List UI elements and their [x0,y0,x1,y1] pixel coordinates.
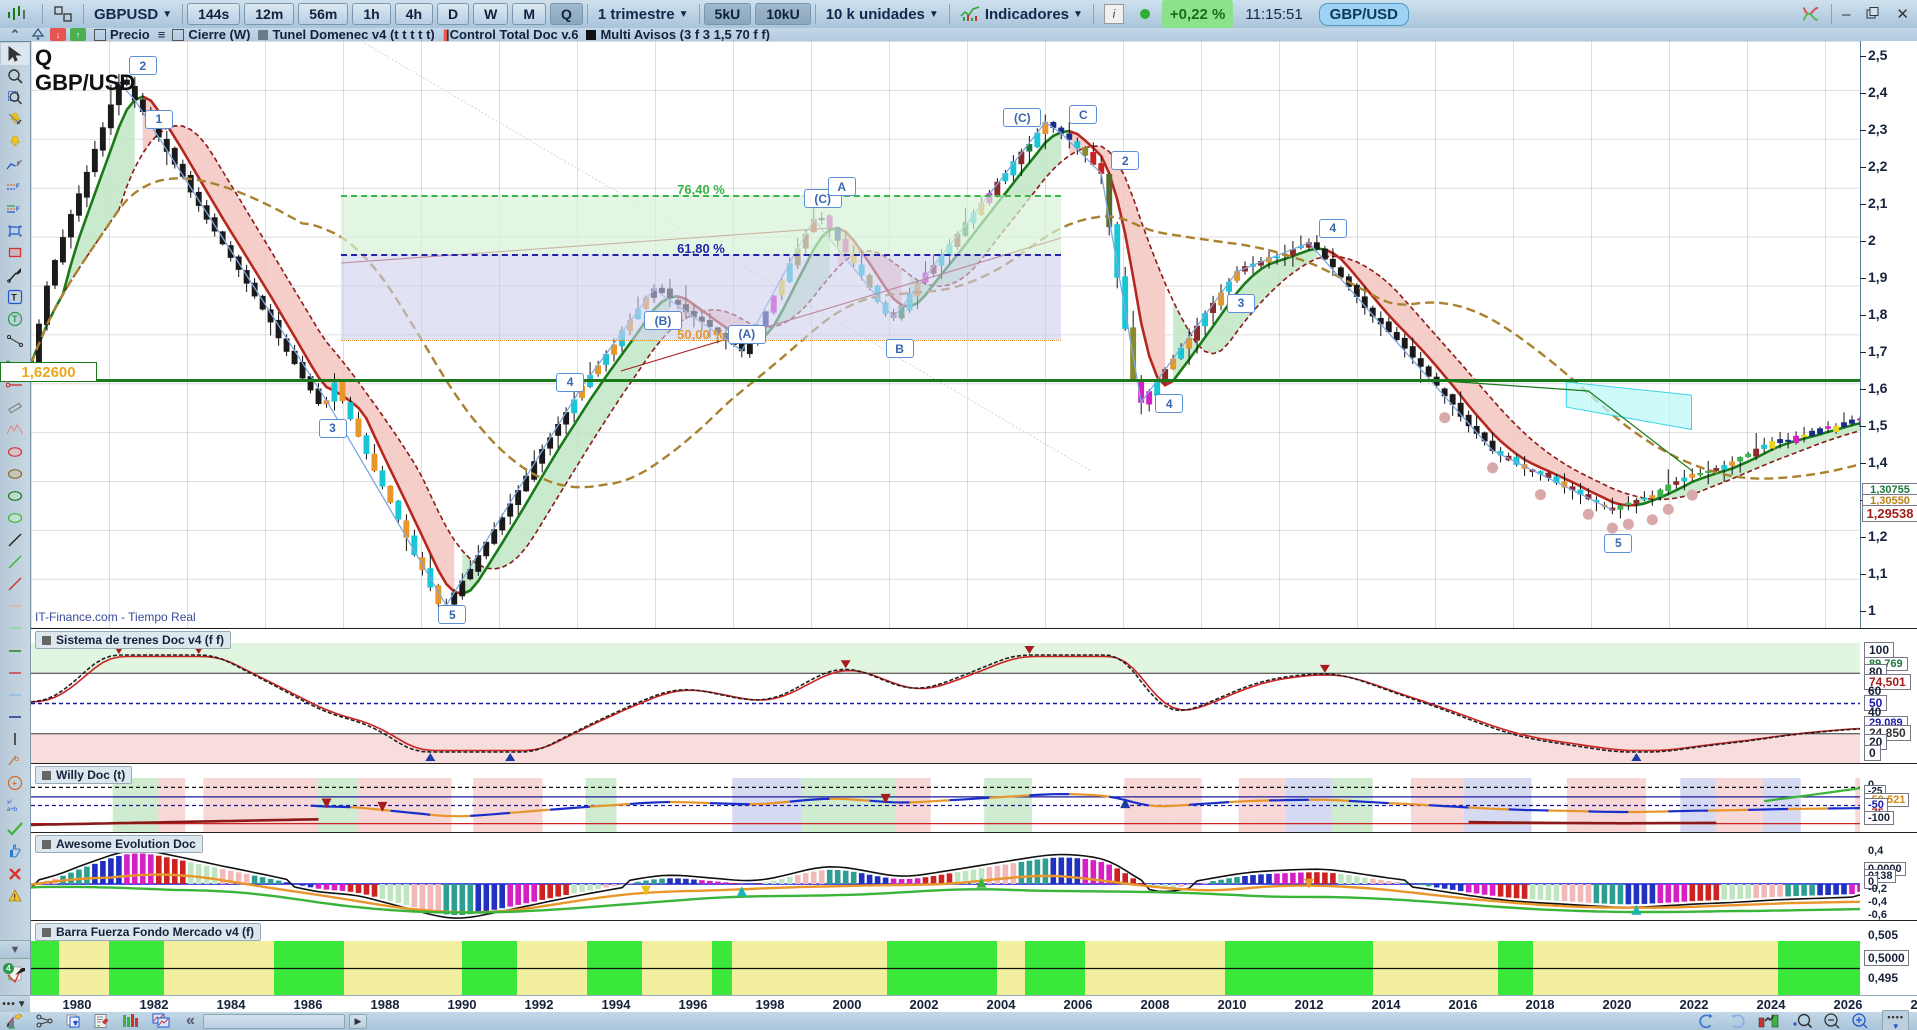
svg-text:F: F [16,207,20,213]
svg-text:α: α [15,756,19,763]
svg-text:T: T [11,293,17,303]
svg-text:!: ! [13,893,16,902]
svg-text:+: + [12,779,17,788]
svg-text:F: F [16,184,20,190]
svg-text:a+b: a+b [7,807,18,813]
svg-text:x²: x² [7,800,12,806]
svg-text:F: F [17,162,21,168]
svg-text:T: T [12,314,18,324]
